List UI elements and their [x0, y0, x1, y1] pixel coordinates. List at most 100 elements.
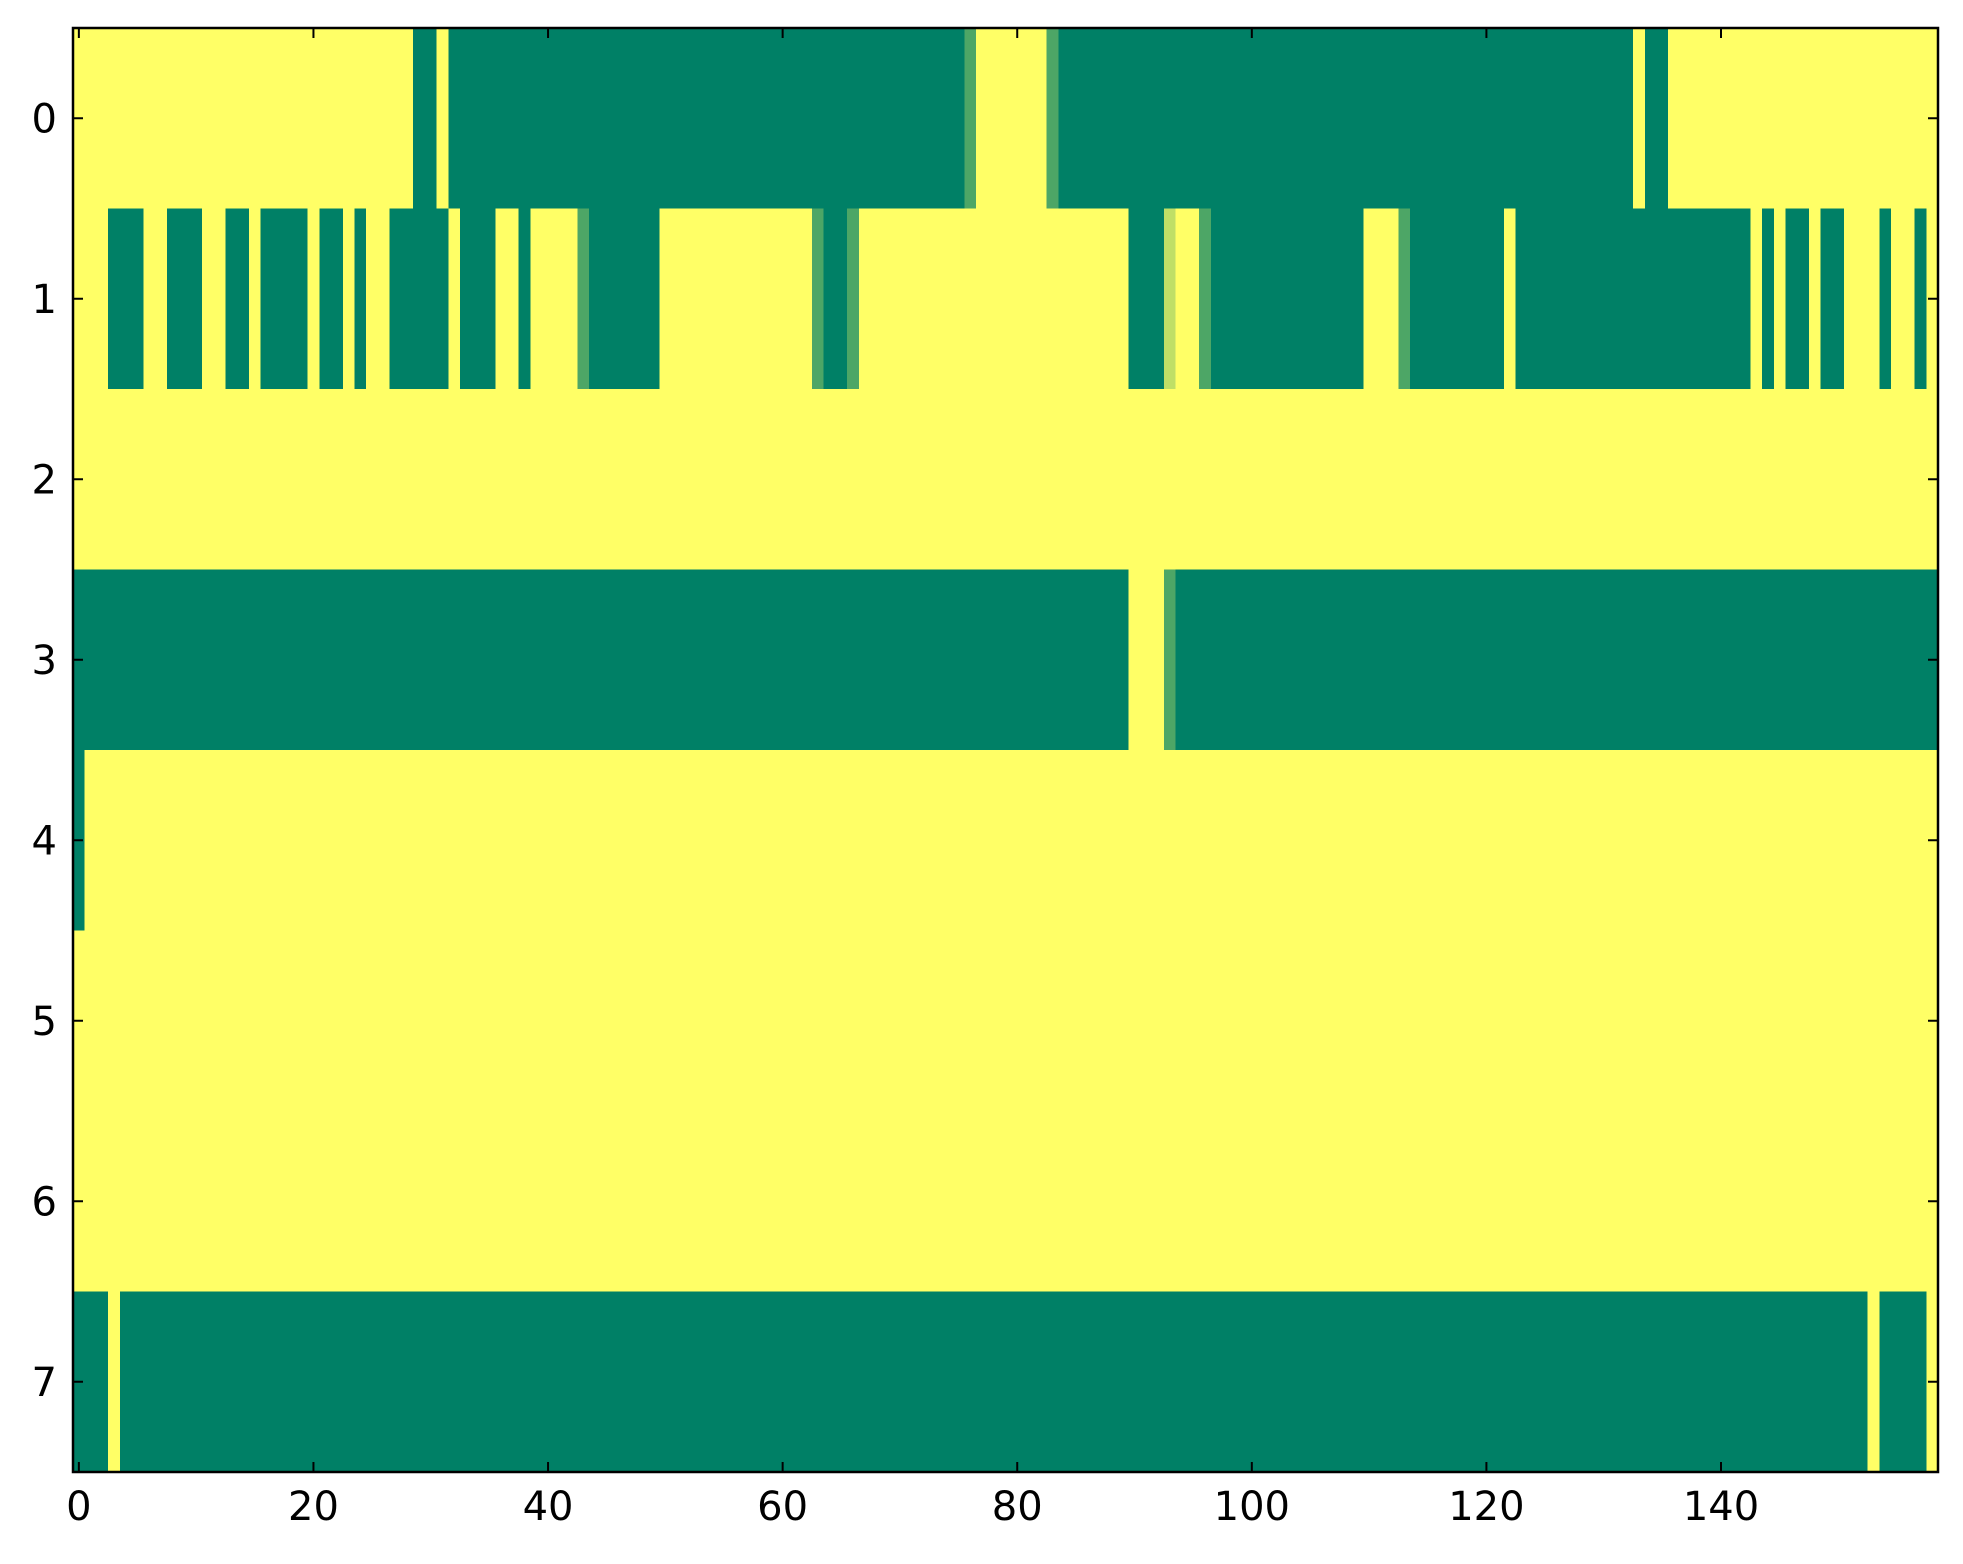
heatmap-cell: [964, 1111, 977, 1293]
heatmap-cell: [1797, 1291, 1810, 1473]
heatmap-cell: [1480, 208, 1493, 390]
heatmap-cell: [1668, 389, 1681, 571]
heatmap-cell: [1034, 208, 1048, 390]
heatmap-cell: [143, 28, 156, 210]
heatmap-cell: [506, 930, 520, 1112]
heatmap-cell: [495, 208, 508, 390]
heatmap-cell: [1339, 28, 1353, 210]
heatmap-cell: [1691, 28, 1705, 210]
heatmap-cell: [1023, 208, 1036, 390]
heatmap-cell: [624, 1111, 637, 1293]
heatmap-cell: [1468, 389, 1482, 571]
heatmap-cell: [307, 1291, 320, 1473]
heatmap-cell: [1222, 750, 1235, 932]
heatmap-cell: [389, 569, 403, 751]
heatmap-cell: [1011, 1111, 1024, 1293]
heatmap-cell: [765, 750, 778, 932]
heatmap-cell: [413, 389, 426, 571]
heatmap-cell: [929, 208, 942, 390]
heatmap-cell: [1539, 930, 1552, 1112]
heatmap-cell: [741, 750, 754, 932]
heatmap-cell: [307, 750, 320, 932]
heatmap-cell: [952, 1111, 966, 1293]
heatmap-cell: [1621, 28, 1634, 210]
heatmap-cell: [553, 569, 567, 751]
heatmap-cell: [882, 389, 895, 571]
heatmap-cell: [495, 569, 508, 751]
heatmap-cell: [1351, 1111, 1364, 1293]
heatmap-cell: [1808, 1111, 1822, 1293]
heatmap-cell: [460, 930, 473, 1112]
heatmap-cell: [506, 208, 520, 390]
heatmap-cell: [847, 1111, 860, 1293]
heatmap-cell: [530, 208, 543, 390]
heatmap-cell: [800, 750, 813, 932]
heatmap-cell: [331, 750, 344, 932]
heatmap-cell: [1234, 208, 1247, 390]
heatmap-cell: [495, 750, 508, 932]
heatmap-cell: [1116, 1111, 1130, 1293]
heatmap-cell: [354, 208, 367, 390]
heatmap-cell: [1527, 930, 1540, 1112]
heatmap-cell: [1492, 1291, 1505, 1473]
heatmap-cell: [987, 750, 1001, 932]
heatmap-cell: [1844, 1111, 1857, 1293]
x-tick-label: 120: [1448, 1484, 1524, 1530]
heatmap-cell: [1034, 28, 1048, 210]
heatmap-cell: [1187, 930, 1200, 1112]
heatmap-cell: [1152, 28, 1165, 210]
heatmap-cell: [1011, 930, 1024, 1112]
heatmap-cell: [1492, 28, 1505, 210]
heatmap-cell: [976, 208, 989, 390]
heatmap-cell: [366, 1291, 379, 1473]
heatmap-cell: [1750, 208, 1763, 390]
heatmap-cell: [823, 569, 837, 751]
heatmap-cell: [1679, 28, 1693, 210]
heatmap-cell: [483, 208, 496, 390]
heatmap-cell: [483, 569, 496, 751]
heatmap-cell: [1785, 750, 1798, 932]
heatmap-cell: [1808, 389, 1822, 571]
heatmap-cell: [1844, 569, 1857, 751]
heatmap-cell: [436, 569, 449, 751]
heatmap-cell: [1691, 208, 1705, 390]
heatmap-cell: [1363, 1291, 1376, 1473]
heatmap-cell: [1586, 389, 1599, 571]
heatmap-cell: [1245, 389, 1259, 571]
heatmap-cell: [1609, 208, 1622, 390]
heatmap-cell: [448, 1111, 461, 1293]
heatmap-cell: [1328, 1291, 1341, 1473]
heatmap-cell: [506, 750, 520, 932]
heatmap-cell: [1891, 1111, 1904, 1293]
heatmap-cell: [800, 1291, 813, 1473]
heatmap-cell: [1468, 1291, 1482, 1473]
heatmap-cell: [1210, 569, 1224, 751]
heatmap-cell: [1128, 569, 1141, 751]
heatmap-cell: [647, 750, 661, 932]
heatmap-cell: [237, 750, 250, 932]
heatmap-cell: [401, 930, 414, 1112]
heatmap-cell: [1374, 389, 1388, 571]
heatmap-cell: [1691, 389, 1705, 571]
heatmap-cell: [1609, 930, 1622, 1112]
heatmap-cell: [448, 930, 461, 1112]
heatmap-cell: [1034, 569, 1048, 751]
heatmap-cell: [1445, 930, 1458, 1112]
heatmap-cell: [917, 208, 930, 390]
heatmap-cell: [682, 1291, 696, 1473]
heatmap-cell: [811, 569, 825, 751]
heatmap-cell: [671, 208, 684, 390]
heatmap-cell: [987, 389, 1001, 571]
heatmap-cell: [553, 28, 567, 210]
heatmap-cell: [1234, 750, 1247, 932]
heatmap-cell: [847, 389, 860, 571]
heatmap-cell: [1726, 208, 1740, 390]
heatmap-cell: [1410, 208, 1423, 390]
heatmap-cell: [506, 389, 520, 571]
x-tick-label: 100: [1214, 1484, 1290, 1530]
heatmap-cell: [1726, 750, 1740, 932]
heatmap-cell: [530, 930, 543, 1112]
heatmap-cell: [753, 28, 766, 210]
heatmap-cell: [1656, 569, 1669, 751]
heatmap-cell: [847, 930, 860, 1112]
